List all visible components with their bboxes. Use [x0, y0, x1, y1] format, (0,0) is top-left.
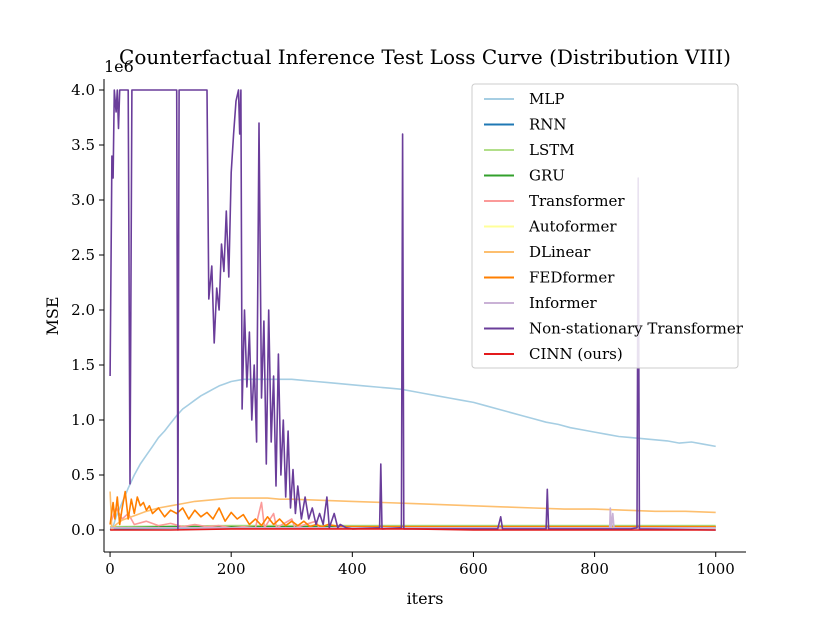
y-tick-label: 3.5	[71, 136, 95, 154]
x-tick-label: 200	[217, 560, 246, 578]
legend-label-fedformer: FEDformer	[529, 269, 615, 287]
legend-label-rnn: RNN	[529, 116, 567, 134]
series-line-transformer	[109, 501, 716, 529]
legend-label-gru: GRU	[529, 167, 565, 185]
x-tick-label: 0	[105, 560, 115, 578]
legend-label-lstm: LSTM	[529, 141, 575, 159]
legend-box	[471, 83, 739, 369]
y-tick-label: 1.0	[71, 411, 95, 429]
legend-label-transformer: Transformer	[529, 192, 625, 210]
series-line-non-stationary-transformer	[109, 89, 716, 531]
y-tick-label: 0.0	[71, 521, 95, 539]
x-tick-label: 400	[338, 560, 367, 578]
series-line-informer	[110, 507, 716, 529]
y-axis-label: MSE	[43, 296, 62, 335]
series-line-cinn-ours	[110, 528, 716, 531]
chart-title: Counterfactual Inference Test Loss Curve…	[119, 45, 731, 69]
axes	[103, 79, 746, 553]
series-line-fedformer	[109, 490, 716, 528]
series-line-dlinear	[109, 491, 716, 531]
legend-label-mlp: MLP	[529, 90, 564, 108]
series-lines	[109, 89, 716, 531]
y-scale-label: 1e6	[104, 57, 134, 76]
y-tick-label: 3.0	[71, 191, 95, 209]
y-tick-label: 2.0	[71, 301, 95, 319]
legend-label-autoformer: Autoformer	[528, 218, 617, 236]
legend-label-non-stationary-transformer: Non-stationary Transformer	[529, 320, 744, 338]
y-tick-label: 1.5	[71, 356, 95, 374]
x-tick-label: 800	[580, 560, 609, 578]
y-tick-label: 4.0	[71, 81, 95, 99]
legend-label-cinn-ours: CINN (ours)	[529, 345, 623, 363]
legend-label-informer: Informer	[529, 294, 597, 312]
legend: MLP RNN LSTM GRU Transformer Autoformer DLinea…	[471, 83, 744, 369]
legend-label-dlinear: DLinear	[529, 243, 591, 261]
y-tick-label: 0.5	[71, 466, 95, 484]
x-tick-label: 1000	[697, 560, 735, 578]
y-tick-label: 2.5	[71, 246, 95, 264]
axis-ticks: 0 200 400 600 800 1000 0.0 0.5 1.0 1.5 2.0 2.5 3.0 3.…	[71, 81, 735, 578]
x-tick-label: 600	[459, 560, 488, 578]
x-axis-label: iters	[407, 589, 444, 608]
series-line-mlp	[109, 378, 716, 531]
